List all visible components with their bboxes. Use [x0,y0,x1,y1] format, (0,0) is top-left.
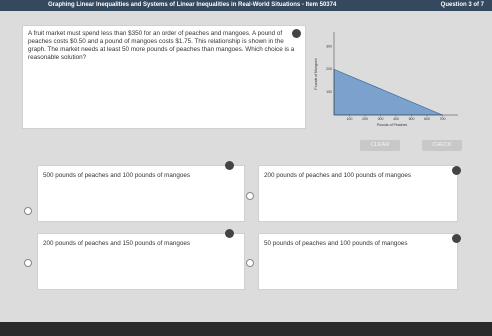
x-tick-label: 300 [378,117,384,121]
y-tick-label: 100 [326,90,332,94]
question-progress: Question 3 of 7 [440,2,484,8]
audio-button[interactable] [292,29,301,38]
choice-text: 500 pounds of peaches and 100 pounds of … [43,172,191,179]
x-tick-label: 600 [424,117,430,121]
x-axis-label: Pounds of Peaches [377,123,408,127]
radio-button[interactable] [24,207,32,215]
y-tick-label: 300 [326,44,332,48]
choice-card[interactable] [37,233,245,290]
header-bar: Graphing Linear Inequalities and Systems… [0,0,492,11]
question-text: A fruit market must spend less than $350… [28,30,295,61]
audio-button[interactable] [452,166,461,175]
x-tick-label: 500 [409,117,415,121]
choice-card[interactable] [258,165,458,222]
choice-text: 50 pounds of peaches and 100 pounds of m… [264,240,408,247]
y-tick-label: 200 [326,67,332,71]
choice-card[interactable] [258,233,458,290]
x-tick-label: 100 [347,117,353,121]
radio-button[interactable] [24,259,32,267]
header-title: Graphing Linear Inequalities and Systems… [48,2,337,8]
y-axis-label: Pounds of Mangoes [314,58,318,89]
radio-button[interactable] [246,192,254,200]
x-tick-label: 200 [362,117,368,121]
clear-button[interactable]: CLEAR [360,140,400,151]
choice-card[interactable] [37,165,245,222]
graph: Pounds of Mangoes Pounds of Peaches 100 2… [314,32,458,127]
radio-button[interactable] [246,259,254,267]
footer-bar [0,322,492,336]
x-tick-label: 700 [440,117,446,121]
x-tick-label: 400 [393,117,399,121]
choice-text: 200 pounds of peaches and 150 pounds of … [43,240,191,247]
check-button[interactable]: CHECK [422,140,462,151]
audio-button[interactable] [225,229,234,238]
choice-text: 200 pounds of peaches and 100 pounds of … [264,172,412,179]
audio-button[interactable] [225,161,234,170]
question-card [22,25,306,129]
audio-button[interactable] [452,234,461,243]
